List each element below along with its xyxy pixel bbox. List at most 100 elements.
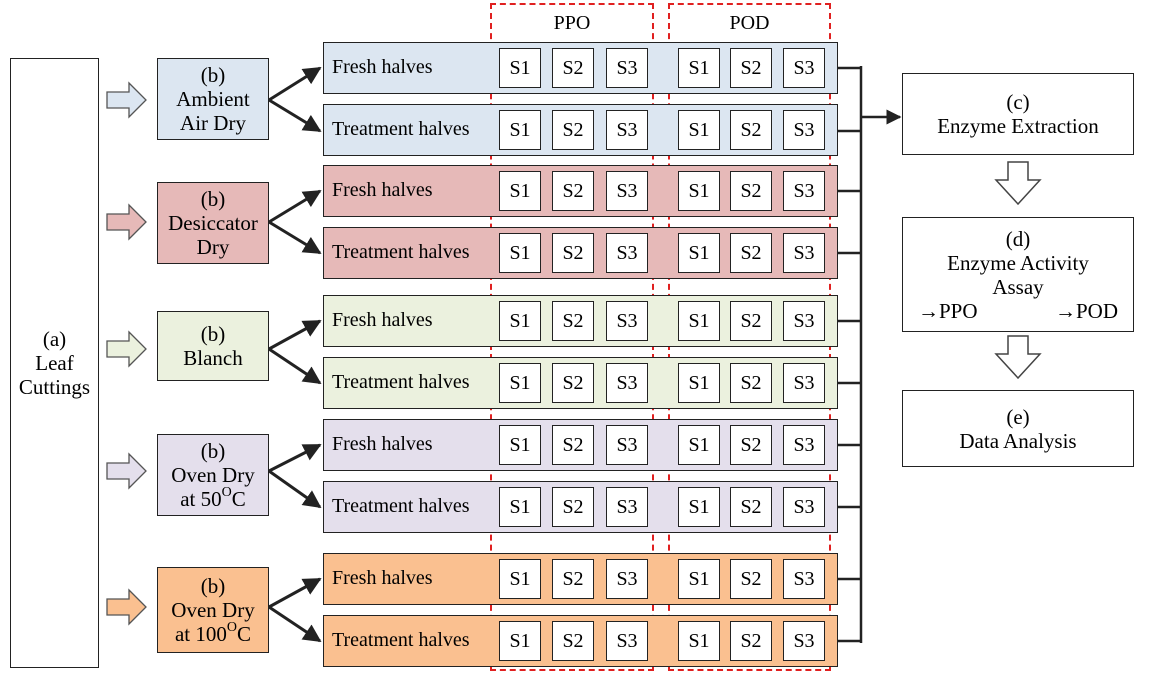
treatment-box-blanch: (b) Blanch xyxy=(157,311,269,381)
pod-sample-box: S2 xyxy=(730,233,772,273)
pod-header: POD xyxy=(729,12,770,34)
ppo-sample-box: S3 xyxy=(606,233,648,273)
extraction-label: Enzyme Extraction xyxy=(937,114,1099,138)
ppo-sample-box: S1 xyxy=(499,301,541,341)
down-arrow xyxy=(994,161,1042,206)
fresh-halves-row: Fresh halves S1 S2 S3 S1 S2 S3 xyxy=(323,295,838,347)
assay-line1: Enzyme Activity xyxy=(947,250,1089,275)
pod-sample-box: S3 xyxy=(783,559,825,599)
pod-sample-box: S1 xyxy=(678,301,720,341)
split-arrow xyxy=(268,347,322,385)
split-arrow xyxy=(268,577,322,609)
enzyme-activity-assay-box: (d) Enzyme Activity Assay →PPO →POD xyxy=(902,217,1134,332)
pod-sample-box: S3 xyxy=(783,110,825,150)
treatment-box-oven-dry-100: (b) Oven Dry at 100OC xyxy=(157,567,269,653)
row-label: Treatment halves xyxy=(332,495,470,517)
split-arrow xyxy=(268,319,322,351)
ppo-sample-box: S1 xyxy=(499,48,541,88)
treatment-tag: (b) xyxy=(200,322,226,346)
assay-targets: →PPO →POD xyxy=(918,299,1118,323)
treatment-line2: at 100 xyxy=(174,622,227,646)
block-arrow xyxy=(106,81,147,119)
ppo-sample-box: S3 xyxy=(606,48,648,88)
treatment-line2: at 50 xyxy=(180,487,222,511)
row-label: Treatment halves xyxy=(332,629,470,651)
pod-sample-box: S3 xyxy=(783,425,825,465)
treatment-box-desiccator-dry: (b) Desiccator Dry xyxy=(157,182,269,264)
treatment-halves-row: Treatment halves S1 S2 S3 S1 S2 S3 xyxy=(323,481,838,533)
assay-line2: Assay xyxy=(992,274,1044,299)
pod-sample-box: S2 xyxy=(730,301,772,341)
block-arrow xyxy=(106,588,147,626)
treatment-box-oven-dry-50: (b) Oven Dry at 50OC xyxy=(157,434,269,516)
pod-sample-box: S1 xyxy=(678,48,720,88)
ppo-sample-box: S3 xyxy=(606,110,648,150)
split-arrow xyxy=(268,66,322,102)
ppo-sample-box: S3 xyxy=(606,487,648,527)
ppo-sample-box: S2 xyxy=(552,301,594,341)
leaf-line1: Leaf xyxy=(35,351,74,375)
row-label: Treatment halves xyxy=(332,118,470,140)
pod-sample-box: S3 xyxy=(783,363,825,403)
degree-superscript: O xyxy=(221,485,232,500)
row-label: Fresh halves xyxy=(332,179,433,201)
split-arrow xyxy=(268,98,322,133)
leaf-tag: (a) xyxy=(42,327,67,351)
ppo-sample-box: S2 xyxy=(552,487,594,527)
ppo-sample-box: S2 xyxy=(552,233,594,273)
analysis-tag: (e) xyxy=(1006,404,1030,429)
treatment-line1: Oven Dry xyxy=(171,463,255,487)
pod-sample-box: S3 xyxy=(783,621,825,661)
ppo-sample-box: S2 xyxy=(552,110,594,150)
fresh-halves-row: Fresh halves S1 S2 S3 S1 S2 S3 xyxy=(323,165,838,217)
ppo-sample-box: S2 xyxy=(552,363,594,403)
row-label: Treatment halves xyxy=(332,371,470,393)
assay-tag: (d) xyxy=(1005,226,1031,251)
ppo-sample-box: S3 xyxy=(606,171,648,211)
ppo-sample-box: S1 xyxy=(499,559,541,599)
treatment-tag: (b) xyxy=(200,439,226,463)
treatment-unit: C xyxy=(231,487,246,511)
fresh-halves-row: Fresh halves S1 S2 S3 S1 S2 S3 xyxy=(323,419,838,471)
ppo-sample-box: S2 xyxy=(552,621,594,661)
treatment-tag: (b) xyxy=(200,187,226,211)
split-arrow xyxy=(268,189,322,224)
data-analysis-box: (e) Data Analysis xyxy=(902,390,1134,467)
treatment-box-ambient-air-dry: (b) Ambient Air Dry xyxy=(157,58,269,140)
row-label: Fresh halves xyxy=(332,309,433,331)
analysis-label: Data Analysis xyxy=(959,428,1077,453)
pod-sample-box: S1 xyxy=(678,233,720,273)
ppo-sample-box: S1 xyxy=(499,425,541,465)
ppo-header: PPO xyxy=(553,12,591,34)
ppo-sample-box: S2 xyxy=(552,171,594,211)
pod-sample-box: S1 xyxy=(678,110,720,150)
pod-sample-box: S3 xyxy=(783,301,825,341)
treatment-halves-row: Treatment halves S1 S2 S3 S1 S2 S3 xyxy=(323,357,838,409)
pod-sample-box: S2 xyxy=(730,487,772,527)
ppo-sample-box: S3 xyxy=(606,559,648,599)
treatment-line1: Ambient xyxy=(176,87,250,111)
row-label: Fresh halves xyxy=(332,567,433,589)
pod-sample-box: S3 xyxy=(783,48,825,88)
pod-sample-box: S1 xyxy=(678,559,720,599)
ppo-sample-box: S1 xyxy=(499,621,541,661)
treatment-line1: Blanch xyxy=(183,346,243,370)
ppo-sample-box: S1 xyxy=(499,233,541,273)
leaf-line2: Cuttings xyxy=(18,375,91,399)
block-arrow xyxy=(106,203,147,241)
enzyme-extraction-box: (c) Enzyme Extraction xyxy=(902,73,1134,155)
ppo-sample-box: S3 xyxy=(606,425,648,465)
row-label: Fresh halves xyxy=(332,433,433,455)
split-arrow xyxy=(268,469,322,509)
treatment-line1: Desiccator xyxy=(168,211,258,235)
treatment-line2: Air Dry xyxy=(180,111,246,135)
ppo-sample-box: S1 xyxy=(499,110,541,150)
pod-sample-box: S2 xyxy=(730,110,772,150)
pod-sample-box: S3 xyxy=(783,171,825,211)
pod-sample-box: S1 xyxy=(678,363,720,403)
treatment-line2-wrap: at 100OC xyxy=(174,621,251,647)
pod-sample-box: S1 xyxy=(678,621,720,661)
pod-sample-box: S3 xyxy=(783,233,825,273)
